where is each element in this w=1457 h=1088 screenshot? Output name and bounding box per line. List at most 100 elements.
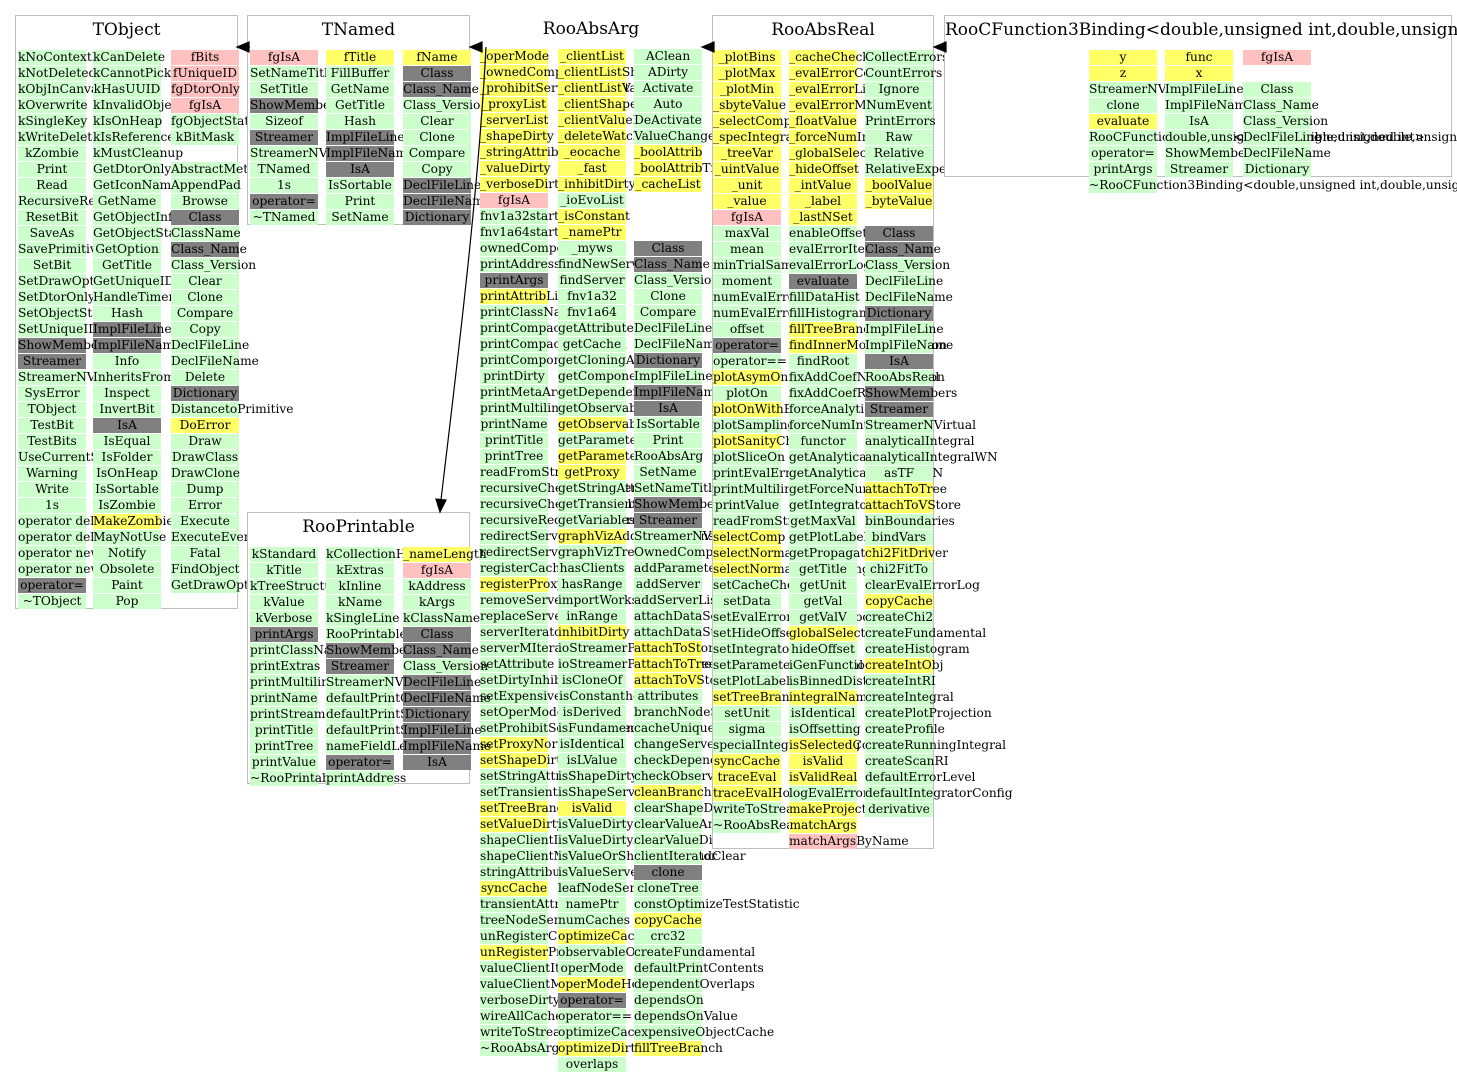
member-cell: _valueDirty: [480, 161, 551, 176]
member-cell: ImplFileName: [634, 385, 723, 400]
member-cell: RooAbsArg: [634, 449, 704, 464]
member-cell: Relative: [865, 146, 933, 161]
member-cell: GetName: [326, 82, 394, 97]
member-cell: _lastNSet: [789, 210, 857, 225]
member-cell: SysError: [18, 386, 86, 401]
member-cell: kIsOnHeap: [93, 114, 163, 129]
member-cell: ImplFileLine: [1165, 82, 1244, 97]
member-cell: SetName: [634, 465, 702, 480]
member-cell: _sbyteValue: [713, 98, 787, 113]
member-cell: Class: [865, 226, 933, 241]
member-cell: Obsolete: [93, 562, 161, 577]
member-cell: SetUniqueID: [18, 322, 98, 337]
member-cell: Class_Name: [865, 242, 941, 257]
member-cell: Clone: [403, 130, 471, 145]
member-cell: isValid: [789, 754, 857, 769]
member-cell: fillHistogram: [789, 306, 871, 321]
member-cell: SetDtorOnly: [18, 290, 95, 305]
member-cell: _stringAttrib: [480, 145, 559, 160]
member-cell: ExecuteEvent: [171, 530, 257, 545]
member-cell: SavePrimitive: [18, 242, 104, 257]
member-cell: Raw: [865, 130, 933, 145]
member-cell: ImplFileLine: [403, 723, 482, 738]
member-cell: createChi2: [865, 610, 934, 625]
member-cell: setPlotLabel: [713, 674, 790, 689]
member-cell: kCannotPick: [93, 66, 172, 81]
member-cell: fgObjectStat: [171, 114, 250, 129]
member-cell: attachToTree: [865, 482, 947, 497]
member-cell: GetObjectStat: [93, 226, 181, 241]
member-cell: Compare: [634, 305, 702, 320]
member-cell: kValue: [250, 595, 318, 610]
member-cell: _nameLength: [403, 547, 487, 562]
member-cell: _boolAttrib: [634, 145, 703, 160]
member-cell: _uintValue: [713, 162, 781, 177]
member-cell: printTitle: [250, 723, 318, 738]
member-cell: printAddress: [326, 771, 407, 786]
member-cell: isIdentical: [558, 737, 626, 752]
member-cell: GetIconName: [93, 178, 179, 193]
member-cell: Class_Version: [865, 258, 951, 273]
class-title: RooAbsArg: [542, 19, 640, 39]
member-cell: Clear: [171, 274, 239, 289]
member-cell: getValV: [789, 610, 857, 625]
member-cell: DeclFileName: [403, 194, 491, 209]
member-cell: hideOffset: [789, 642, 857, 657]
member-cell: CollectErrors: [865, 50, 949, 65]
member-cell: IsEqual: [93, 434, 161, 449]
member-cell: hasRange: [558, 577, 626, 592]
member-cell: offset: [713, 322, 781, 337]
member-cell: ImplFileName: [403, 739, 492, 754]
member-cell: Class_Name: [403, 643, 479, 658]
member-cell: printExtras: [250, 659, 321, 674]
member-column: kCanDelete kCannotPick kHasUUID kInvalidObj…: [93, 50, 183, 610]
member-cell: SetBit: [18, 258, 86, 273]
member-cell: Dictionary: [1243, 162, 1311, 177]
member-cell: ValueChange: [634, 129, 716, 144]
member-cell: InheritsFrom: [93, 370, 175, 385]
member-cell: Inspect: [93, 386, 161, 401]
arrowhead-tnamed-icon: [468, 41, 483, 53]
member-cell: functor: [789, 434, 857, 449]
member-cell: attributes: [634, 689, 702, 704]
member-cell: kName: [326, 595, 394, 610]
member-cell: kIsReferenced: [93, 130, 183, 145]
member-cell: isValueDirty: [558, 817, 634, 832]
member-cell: crc32: [634, 929, 702, 944]
member-cell: TObject: [18, 402, 86, 417]
member-cell: kNotDeleted: [18, 66, 97, 81]
member-cell: isLValue: [558, 753, 626, 768]
member-column: fgIsA SetNameTitle SetTitle ShowMembers Size…: [250, 50, 361, 226]
member-cell: printMultiline: [250, 675, 337, 690]
member-cell: ImplFileLine: [634, 369, 713, 384]
member-cell: fgIsA: [403, 563, 471, 578]
member-cell: Class_Name: [403, 82, 479, 97]
member-cell: setDirtyInhibit: [480, 673, 571, 688]
member-cell: printMultiline: [713, 482, 800, 497]
member-cell: _inhibitDirty: [558, 177, 636, 192]
member-cell: namePtr: [558, 897, 626, 912]
member-cell: Class: [171, 210, 239, 225]
member-cell: chi2FitDriver: [865, 546, 948, 561]
member-cell: z: [1089, 66, 1157, 81]
member-cell: GetTitle: [93, 258, 161, 273]
member-cell: ImplFileName: [93, 338, 182, 353]
member-column: fgIsA Class Class_Name Class_Version DeclFil…: [1243, 50, 1331, 178]
member-cell: printAddress: [480, 257, 561, 272]
member-cell: iGenFunction: [789, 658, 873, 673]
member-cell: kOverwrite: [18, 98, 88, 113]
member-cell: getCache: [558, 337, 626, 352]
member-cell: 1s: [250, 178, 318, 193]
member-cell: Print: [18, 162, 86, 177]
member-cell: setUnit: [713, 706, 781, 721]
member-cell: AClean: [634, 49, 702, 64]
member-cell: _label: [789, 194, 857, 209]
member-cell: addServer: [634, 577, 702, 592]
member-cell: GetOption: [93, 242, 161, 257]
member-cell: setShapeDirty: [480, 753, 569, 768]
member-cell: maxVal: [713, 226, 781, 241]
member-cell: MayNotUse: [93, 530, 167, 545]
member-cell: Dump: [171, 482, 239, 497]
member-cell: Dictionary: [634, 353, 702, 368]
member-cell: InvertBit: [93, 402, 161, 417]
